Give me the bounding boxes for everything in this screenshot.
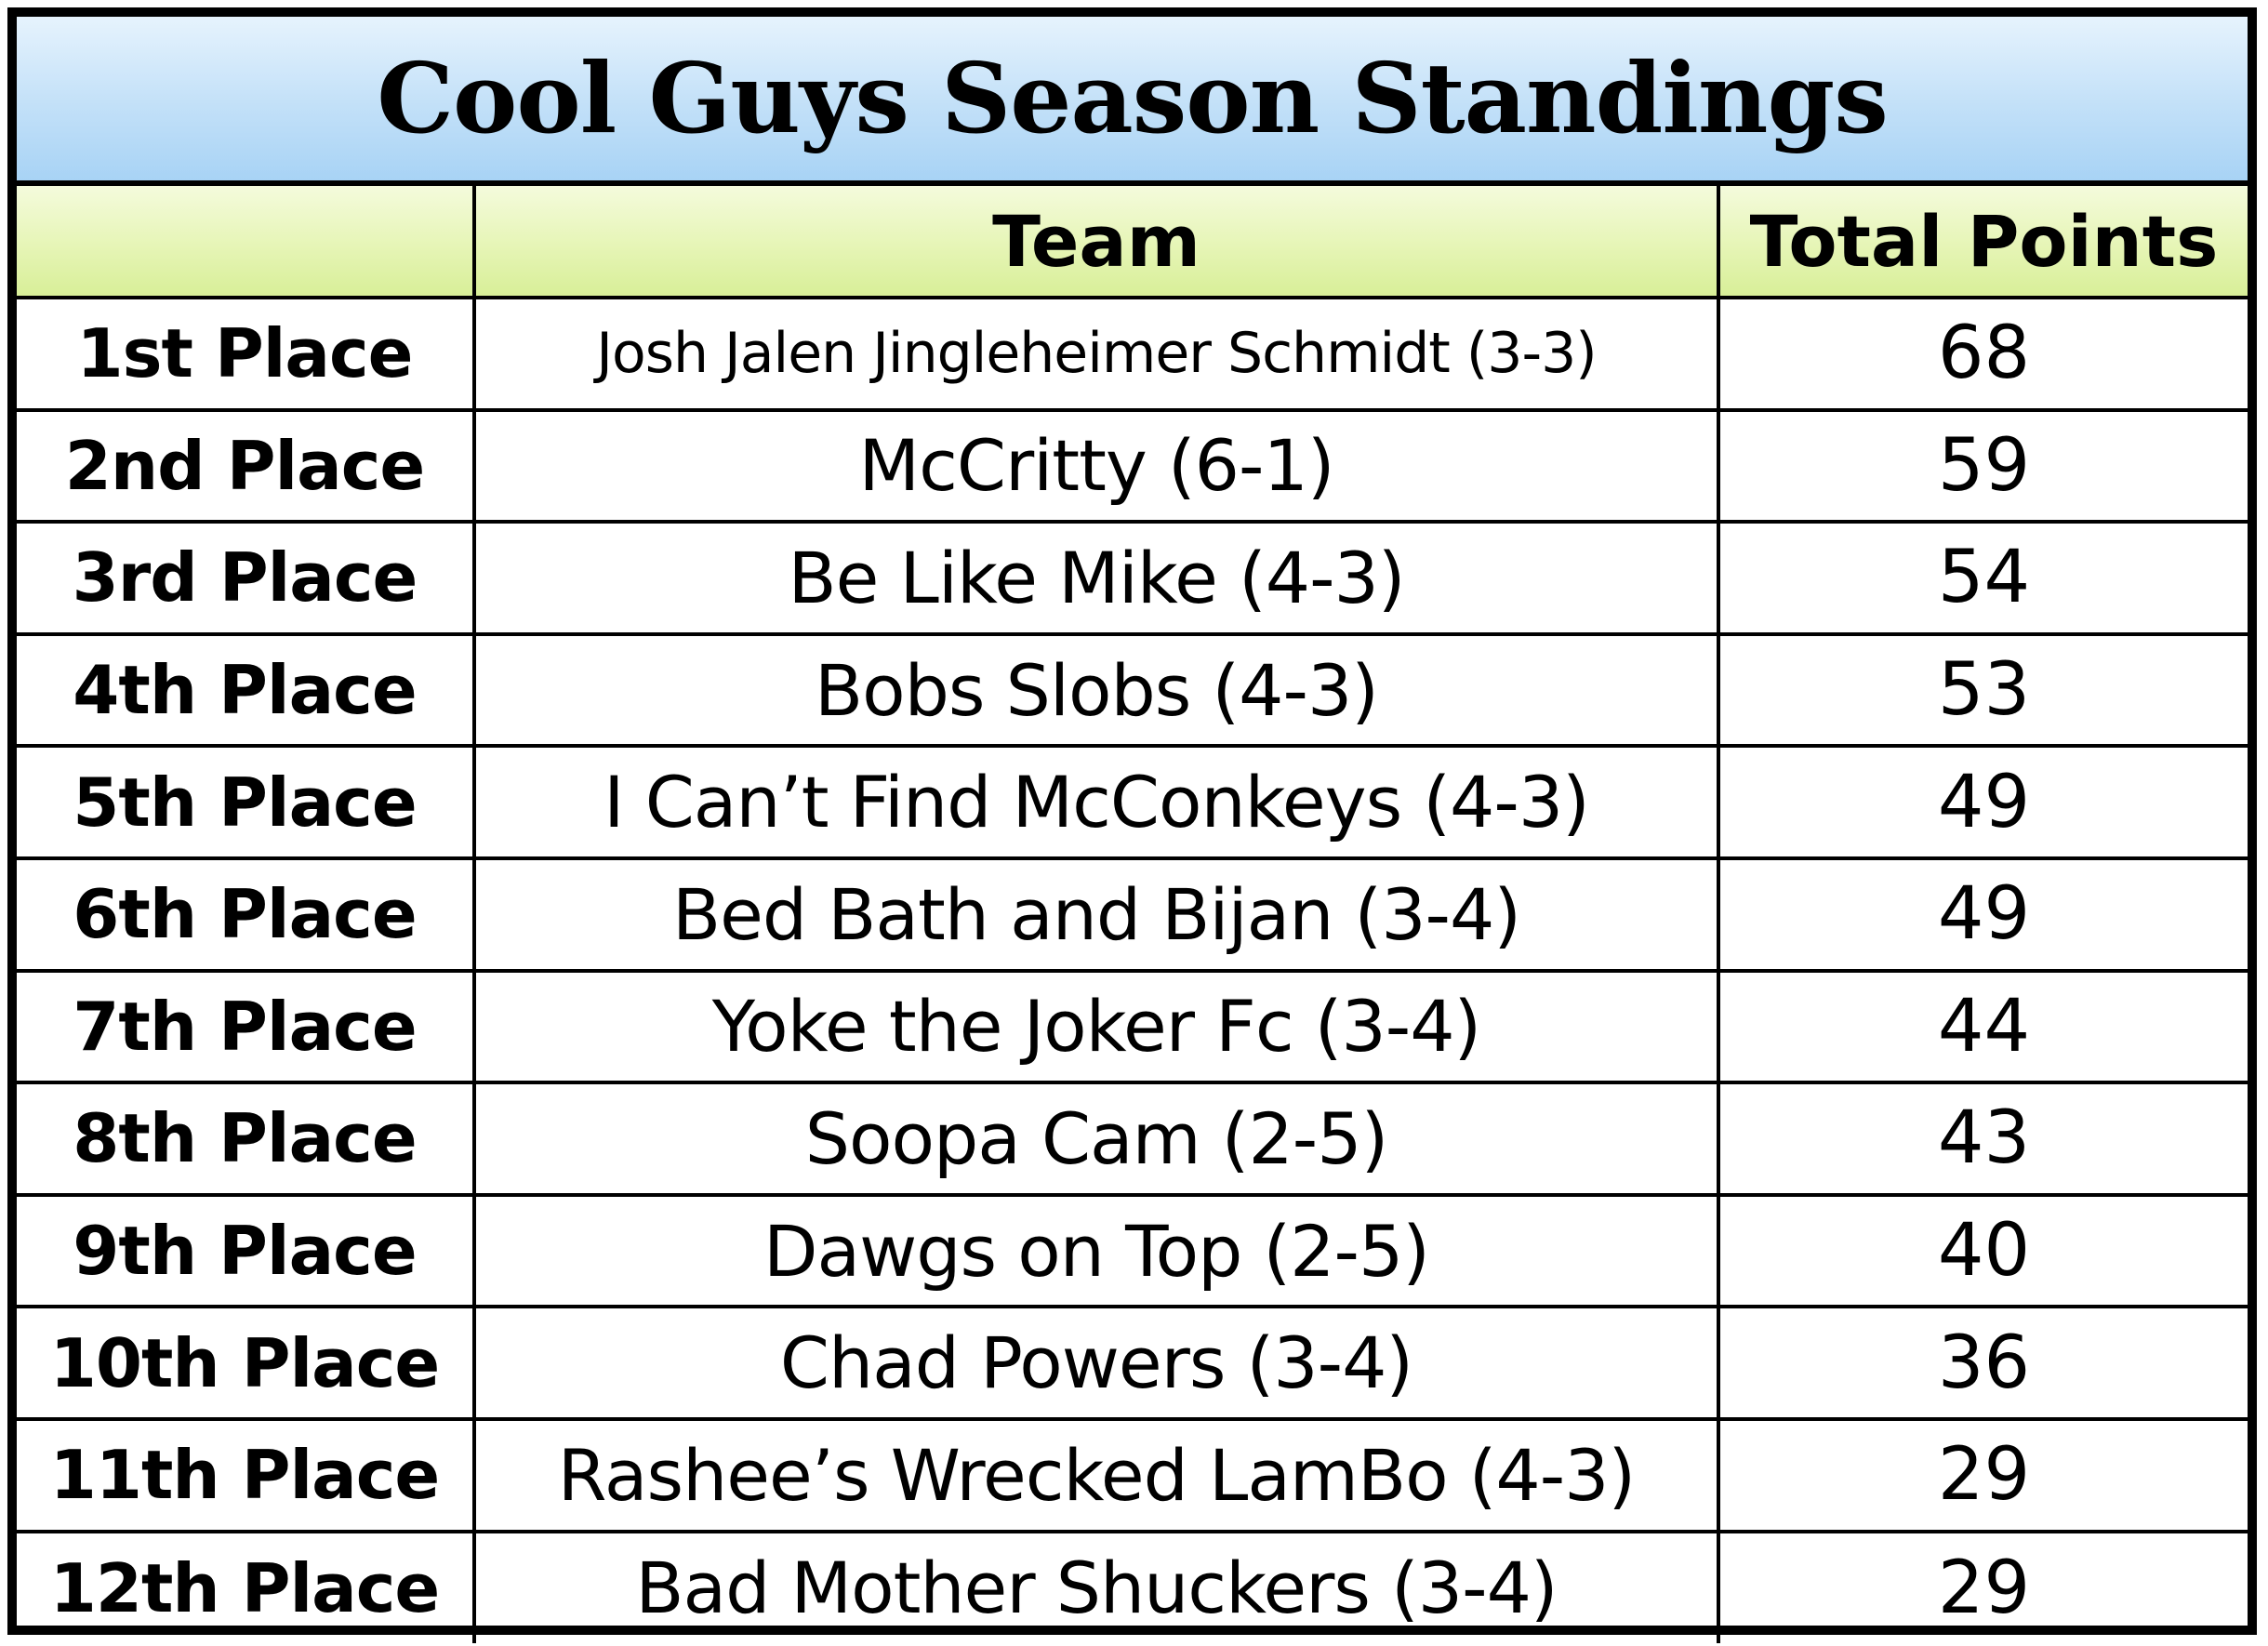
table-row: 9th Place Dawgs on Top (2-5) 40 [17, 1192, 2248, 1309]
place-cell: 1st Place [17, 296, 476, 412]
team-cell: Josh Jalen Jingleheimer Schmidt (3-3) [472, 296, 1720, 412]
standings-table: Team Total Points 1st Place Josh Jalen J… [17, 186, 2248, 1644]
points-cell: 43 [1717, 1081, 2248, 1197]
team-cell: I Can’t Find McConkeys (4-3) [472, 744, 1720, 860]
team-cell: Bed Bath and Bijan (3-4) [472, 856, 1720, 973]
place-cell: 5th Place [17, 744, 476, 860]
points-cell: 49 [1717, 856, 2248, 973]
table-row: 1st Place Josh Jalen Jingleheimer Schmid… [17, 296, 2248, 412]
title-bar: Cool Guys Season Standings [17, 17, 2248, 186]
team-cell: Be Like Mike (4-3) [472, 520, 1720, 636]
points-cell: 36 [1717, 1305, 2248, 1421]
place-cell: 11th Place [17, 1416, 476, 1533]
table-row: 3rd Place Be Like Mike (4-3) 54 [17, 520, 2248, 636]
header-team: Team [472, 186, 1720, 299]
place-cell: 6th Place [17, 856, 476, 973]
place-cell: 7th Place [17, 968, 476, 1085]
place-cell: 3rd Place [17, 520, 476, 636]
table-row: 2nd Place McCritty (6-1) 59 [17, 407, 2248, 524]
points-cell: 68 [1717, 296, 2248, 412]
points-cell: 29 [1717, 1529, 2248, 1644]
place-cell: 12th Place [17, 1529, 476, 1644]
place-cell: 8th Place [17, 1081, 476, 1197]
points-cell: 44 [1717, 968, 2248, 1085]
table-row: 5th Place I Can’t Find McConkeys (4-3) 4… [17, 744, 2248, 860]
table-row: 6th Place Bed Bath and Bijan (3-4) 49 [17, 856, 2248, 973]
header-total-points: Total Points [1717, 186, 2248, 299]
team-cell: McCritty (6-1) [472, 407, 1720, 524]
table-row: 8th Place Soopa Cam (2-5) 43 [17, 1081, 2248, 1197]
place-cell: 4th Place [17, 631, 476, 749]
header-place [17, 186, 476, 299]
place-cell: 10th Place [17, 1305, 476, 1421]
team-cell: Bad Mother Shuckers (3-4) [472, 1529, 1720, 1644]
points-cell: 40 [1717, 1192, 2248, 1309]
team-cell: Soopa Cam (2-5) [472, 1081, 1720, 1197]
team-cell: Bobs Slobs (4-3) [472, 631, 1720, 749]
place-cell: 2nd Place [17, 407, 476, 524]
points-cell: 59 [1717, 407, 2248, 524]
team-cell: Chad Powers (3-4) [472, 1305, 1720, 1421]
table-row: 4th Place Bobs Slobs (4-3) 53 [17, 631, 2248, 749]
points-cell: 53 [1717, 631, 2248, 749]
team-cell: Rashee’s Wrecked LamBo (4-3) [472, 1416, 1720, 1533]
points-cell: 54 [1717, 520, 2248, 636]
table-row: 12th Place Bad Mother Shuckers (3-4) 29 [17, 1529, 2248, 1644]
place-cell: 9th Place [17, 1192, 476, 1309]
table-row: 7th Place Yoke the Joker Fc (3-4) 44 [17, 968, 2248, 1085]
team-cell: Dawgs on Top (2-5) [472, 1192, 1720, 1309]
page-title: Cool Guys Season Standings [377, 41, 1888, 155]
table-row: 11th Place Rashee’s Wrecked LamBo (4-3) … [17, 1416, 2248, 1533]
table-row: 10th Place Chad Powers (3-4) 36 [17, 1305, 2248, 1421]
header-row: Team Total Points [17, 186, 2248, 299]
standings-frame: Cool Guys Season Standings Team Total Po… [7, 7, 2257, 1644]
points-cell: 49 [1717, 744, 2248, 860]
team-cell: Yoke the Joker Fc (3-4) [472, 968, 1720, 1085]
points-cell: 29 [1717, 1416, 2248, 1533]
